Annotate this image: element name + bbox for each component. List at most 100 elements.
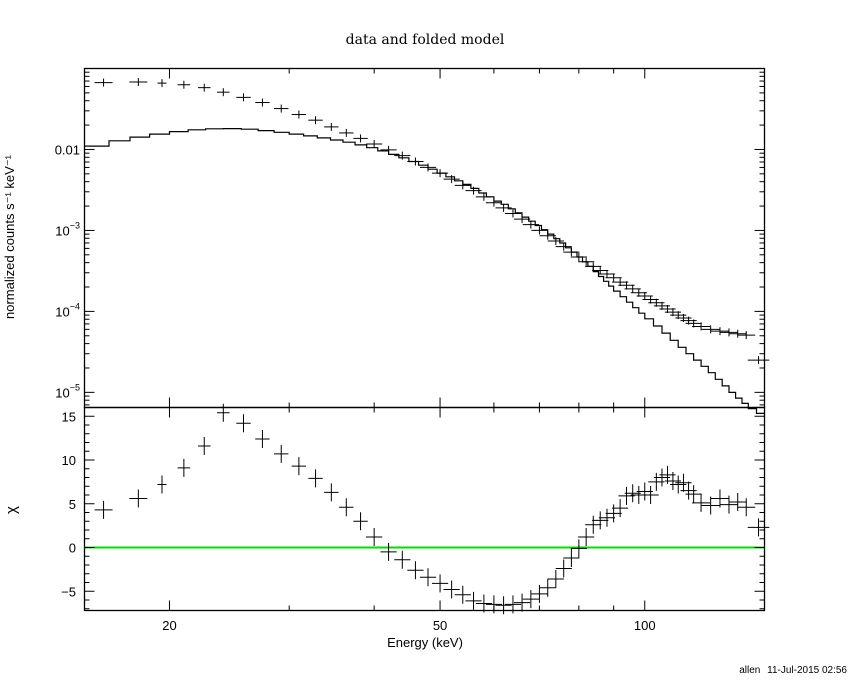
residual-point	[94, 500, 113, 519]
residual-point	[431, 574, 449, 593]
data-point	[592, 266, 609, 275]
data-point	[366, 139, 383, 148]
folded-model-curve	[84, 128, 765, 414]
residual-point	[454, 585, 471, 604]
y-tick-label: 5	[69, 497, 76, 512]
residual-point	[737, 498, 756, 517]
y-tick-label: 0	[69, 541, 76, 556]
data-point	[737, 331, 756, 340]
y-tick-label: 10	[62, 453, 76, 468]
residual-point	[324, 483, 339, 502]
data-point	[522, 220, 539, 229]
residuals-y-axis: 15 10 5 0 −5	[61, 407, 765, 610]
y-tick-label: −5	[61, 584, 76, 599]
data-point	[353, 134, 368, 143]
data-point	[339, 128, 354, 137]
residual-point	[129, 489, 148, 508]
x-axis-label: Energy (keV)	[387, 635, 463, 650]
data-point	[236, 93, 251, 102]
residuals-plot-frame	[83, 406, 766, 612]
y-tick-label-exponent: −3	[70, 220, 80, 230]
data-point	[308, 116, 323, 125]
chart-title: data and folded model	[346, 32, 505, 48]
residual-point	[177, 458, 191, 477]
residual-point	[728, 493, 747, 511]
residual-point	[485, 595, 503, 614]
residual-point	[380, 542, 397, 561]
residual-point	[339, 498, 354, 517]
data-point	[324, 122, 339, 131]
residuals-panel: 15 10 5 0 −5 20 50 100 χ Energy (keV)	[3, 403, 770, 650]
data-point	[255, 98, 270, 107]
data-point	[465, 186, 482, 195]
residual-point	[563, 549, 580, 567]
data-point	[612, 278, 629, 287]
data-point	[624, 284, 641, 293]
residual-point	[394, 550, 411, 569]
y-tick-label-base: 10	[55, 304, 69, 319]
x-tick-label: 100	[634, 618, 656, 633]
residual-point	[747, 518, 770, 537]
residual-point	[255, 430, 270, 448]
data-point	[555, 242, 572, 251]
residual-point	[612, 499, 629, 518]
residual-point	[274, 444, 289, 463]
residual-point	[217, 403, 230, 422]
data-point	[605, 273, 622, 282]
spectrum-data-points	[94, 78, 770, 365]
residual-point	[605, 504, 622, 523]
y-tick-label-base: 10	[55, 223, 69, 238]
residual-point	[353, 512, 368, 531]
y-tick-label: 10−3	[55, 220, 80, 238]
data-point	[94, 78, 113, 87]
data-point	[475, 192, 492, 201]
residual-point	[522, 590, 539, 609]
data-point	[431, 169, 449, 178]
data-point	[485, 198, 503, 207]
data-point	[563, 248, 580, 257]
residual-point	[618, 486, 635, 505]
residual-point	[443, 580, 460, 599]
residual-point	[710, 489, 729, 508]
data-point	[419, 163, 437, 172]
data-point	[513, 215, 531, 224]
folded-model-line	[84, 128, 765, 414]
residual-point	[598, 508, 616, 527]
residual-point	[531, 584, 548, 603]
data-point	[157, 79, 167, 88]
residual-point	[642, 486, 659, 504]
residual-point	[504, 595, 522, 614]
residual-point	[555, 559, 572, 578]
residual-point	[624, 484, 641, 503]
residuals-data-points	[94, 403, 770, 615]
y-tick-label: 10−5	[55, 382, 80, 400]
data-point	[454, 181, 471, 190]
residual-point	[157, 475, 167, 494]
residual-point	[685, 485, 702, 504]
residuals-x-axis: 20 50 100	[162, 407, 656, 633]
residual-point	[308, 469, 323, 488]
data-point	[728, 329, 747, 338]
footer-stamp: allen 11-Jul-2015 02:56	[739, 665, 847, 676]
residuals-y-axis-label: χ	[3, 506, 20, 514]
y-tick-label: 10−4	[55, 301, 80, 319]
y-tick-label-exponent: −4	[70, 301, 80, 311]
residual-point	[592, 511, 609, 530]
y-tick-label: 0.01	[55, 142, 80, 157]
data-point	[495, 203, 512, 212]
footer-user: allen	[739, 665, 760, 676]
spectrum-x-ticks	[168, 68, 646, 408]
data-point	[197, 83, 211, 92]
data-point	[394, 151, 411, 160]
data-point	[630, 288, 647, 297]
residual-point	[475, 594, 492, 613]
data-point	[598, 269, 616, 278]
residual-point	[701, 496, 720, 515]
data-point	[618, 281, 635, 290]
data-point	[129, 78, 148, 87]
y-tick-label: 15	[62, 409, 76, 424]
data-point	[443, 175, 460, 184]
residual-point	[407, 561, 424, 580]
